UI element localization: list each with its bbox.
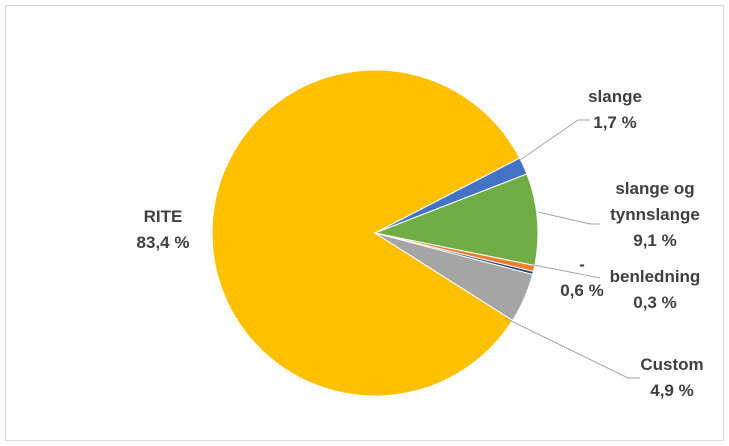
data-label: RITE 83,4 % bbox=[118, 204, 208, 256]
leader-line bbox=[519, 119, 590, 161]
pie-slice bbox=[373, 173, 539, 267]
value-label: 9,1 % bbox=[633, 231, 677, 250]
leader-line bbox=[533, 264, 601, 279]
category-label: Custom bbox=[640, 355, 704, 374]
leader-lines bbox=[504, 119, 640, 379]
category-label: - bbox=[579, 255, 585, 274]
pie-slice bbox=[374, 232, 534, 322]
category-label: benledning bbox=[609, 267, 701, 286]
value-label: 83,4 % bbox=[136, 233, 190, 252]
category-label: slange og tynnslange bbox=[610, 179, 700, 224]
leader-line bbox=[537, 211, 600, 225]
data-label: slange og tynnslange 9,1 % bbox=[595, 176, 715, 254]
data-label: benledning 0,3 % bbox=[600, 264, 710, 316]
leader-line bbox=[504, 317, 640, 379]
value-label: 4,9 % bbox=[650, 381, 694, 400]
data-label: - 0,6 % bbox=[552, 252, 612, 304]
data-label: slange 1,7 % bbox=[570, 84, 660, 136]
category-label: RITE bbox=[143, 207, 183, 226]
value-label: 0,3 % bbox=[633, 293, 677, 312]
category-label: slange bbox=[588, 87, 642, 106]
pie-slice bbox=[211, 69, 521, 397]
data-label: Custom 4,9 % bbox=[627, 352, 717, 404]
value-label: 0,6 % bbox=[560, 281, 604, 300]
value-label: 1,7 % bbox=[593, 113, 637, 132]
